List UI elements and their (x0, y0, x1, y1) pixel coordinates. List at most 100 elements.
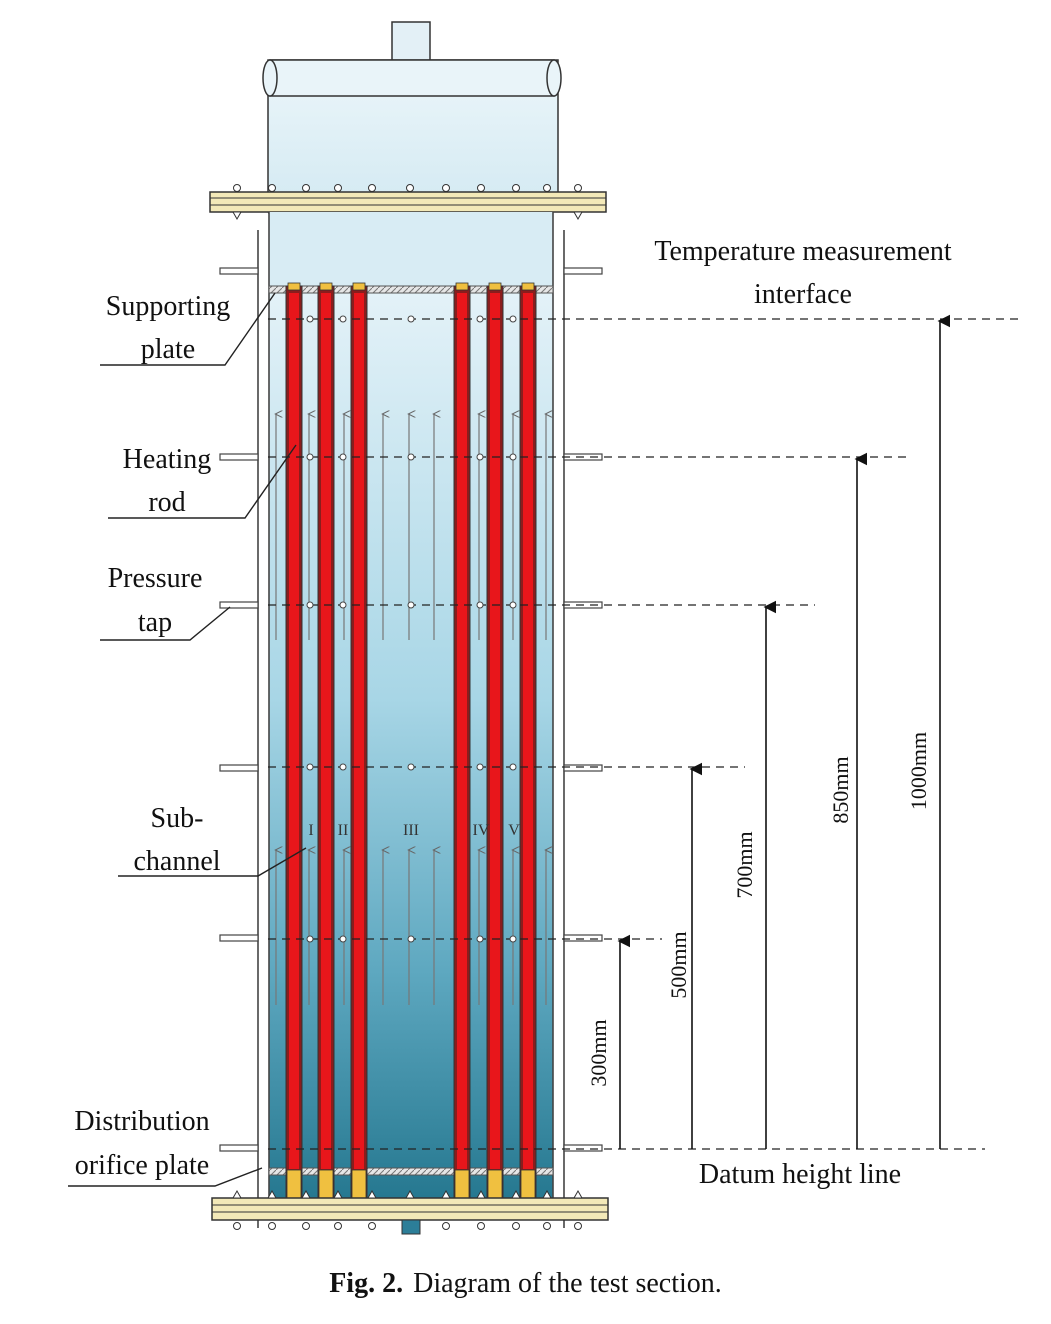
subchannel-label-5: V (508, 822, 520, 839)
top-bolt-head (233, 184, 241, 192)
bottom-bolt-head (442, 1222, 450, 1230)
temperature-probe-point (306, 763, 314, 771)
temperature-probe-point (407, 453, 415, 461)
heating-rod-bottom-plug (520, 1169, 536, 1199)
temperature-probe-point (476, 763, 484, 771)
temperature-interface-label-line2: interface (754, 279, 852, 310)
pressure-tap-left (219, 267, 259, 275)
bottom-flange (211, 1197, 609, 1221)
top-bolt-head (368, 184, 376, 192)
supporting-plate (268, 285, 554, 294)
heating-rod-top-cap (319, 282, 333, 291)
bottom-bolt-nut (476, 1189, 486, 1199)
dimension-1000mm: 1000mm (906, 732, 931, 810)
heating-rod-core (354, 293, 364, 1169)
heating-rod-bottom-plug (318, 1169, 334, 1199)
distribution-orifice-plate (268, 1167, 554, 1176)
pressure-tap-right (563, 934, 603, 942)
heating-rod-top-cap (521, 282, 535, 291)
top-bolt-head (442, 184, 450, 192)
pressure-tap-left (219, 453, 259, 461)
heating-rods (285, 282, 537, 1199)
heating-rod-top-cap (455, 282, 469, 291)
top-bolt-head (302, 184, 310, 192)
heating-rod-top-cap (488, 282, 502, 291)
heating-rod-bottom-plug (351, 1169, 367, 1199)
temperature-probe-point (509, 935, 517, 943)
callout-leaders (68, 292, 307, 1187)
bottom-bolt-nut (333, 1189, 343, 1199)
top-bolt-nut (573, 211, 583, 221)
dimension-500mm: 500mm (666, 931, 691, 998)
bottom-bolt-head (368, 1222, 376, 1230)
temperature-probe-point (306, 315, 314, 323)
bottom-bolt-head (477, 1222, 485, 1230)
pressure-tap-label-line2: tap (138, 607, 172, 638)
top-bolt-head (543, 184, 551, 192)
temperature-probe-point (407, 763, 415, 771)
heating-rod-top-cap (287, 282, 301, 291)
bottom-flange-bolts (232, 1189, 583, 1230)
temperature-probe-point (476, 453, 484, 461)
heating-rod-bottom-plug (487, 1169, 503, 1199)
sub-channel-label-line1: Sub- (151, 803, 204, 834)
top-bolt-head (477, 184, 485, 192)
bottom-bolt-nut (573, 1189, 583, 1199)
heating-rod-label-line2: rod (148, 487, 185, 518)
outlet-pipe (391, 21, 431, 65)
bottom-bolt-head (233, 1222, 241, 1230)
heating-rod-bottom-plug (454, 1169, 470, 1199)
dimension-700mm: 700mm (732, 831, 757, 898)
pressure-tap-left (219, 764, 259, 772)
figure-caption: Fig. 2. Diagram of the test section. (0, 1268, 1051, 1300)
pressure-tap-left (219, 1144, 259, 1152)
dimension-850mm: 850mm (828, 756, 853, 823)
vessel-water (269, 288, 553, 1198)
heating-rod-core (289, 293, 299, 1169)
pressure-tap-label-line1: Pressure (108, 563, 203, 594)
bottom-bolt-nut (367, 1189, 377, 1199)
supporting-plate-label-line1: Supporting (106, 291, 230, 322)
temperature-probe-point (306, 935, 314, 943)
bottom-bolt-head (268, 1222, 276, 1230)
temperature-probe-point (339, 315, 347, 323)
dimension-lines (617, 314, 951, 1149)
heating-rod-label-line1: Heating (123, 444, 212, 475)
temperature-probe-point (339, 453, 347, 461)
vessel-upper-space (269, 212, 553, 288)
measurement-levels (268, 315, 1018, 1150)
inlet-pipe (401, 1219, 421, 1235)
pressure-tap-right (563, 764, 603, 772)
bottom-bolt-nut (542, 1189, 552, 1199)
temperature-interface-label-line1: Temperature measurement (654, 236, 952, 267)
top-bolt-head (406, 184, 414, 192)
temperature-probe-point (509, 763, 517, 771)
figure-caption-text: Diagram of the test section. (413, 1268, 722, 1299)
temperature-probe-point (476, 935, 484, 943)
header-right-end (546, 59, 562, 97)
top-flange (209, 191, 607, 213)
bottom-bolt-nut (301, 1189, 311, 1199)
temperature-probe-point (509, 315, 517, 323)
bottom-bolt-head (302, 1222, 310, 1230)
top-bolt-nut (232, 211, 242, 221)
dimension-300mm: 300mm (586, 1019, 611, 1086)
bottom-bolt-nut (405, 1189, 415, 1199)
temperature-probe-point (339, 763, 347, 771)
top-bolt-head (512, 184, 520, 192)
sub-channel-label-line2: channel (133, 846, 220, 877)
distribution-orifice-plate-label-line2: orifice plate (75, 1150, 209, 1181)
datum-height-line-label: Datum height line (699, 1159, 901, 1190)
temperature-probe-point (306, 453, 314, 461)
heating-rod-top-cap (352, 282, 366, 291)
distribution-orifice-plate-label-line1: Distribution (74, 1106, 209, 1137)
temperature-probe-point (306, 601, 314, 609)
heating-rod-core (490, 293, 500, 1169)
bottom-bolt-nut (511, 1189, 521, 1199)
temperature-probe-point (407, 315, 415, 323)
bottom-bolt-nut (267, 1189, 277, 1199)
top-bolt-head (574, 184, 582, 192)
temperature-probe-point (339, 935, 347, 943)
subchannel-label-3: III (403, 822, 419, 839)
